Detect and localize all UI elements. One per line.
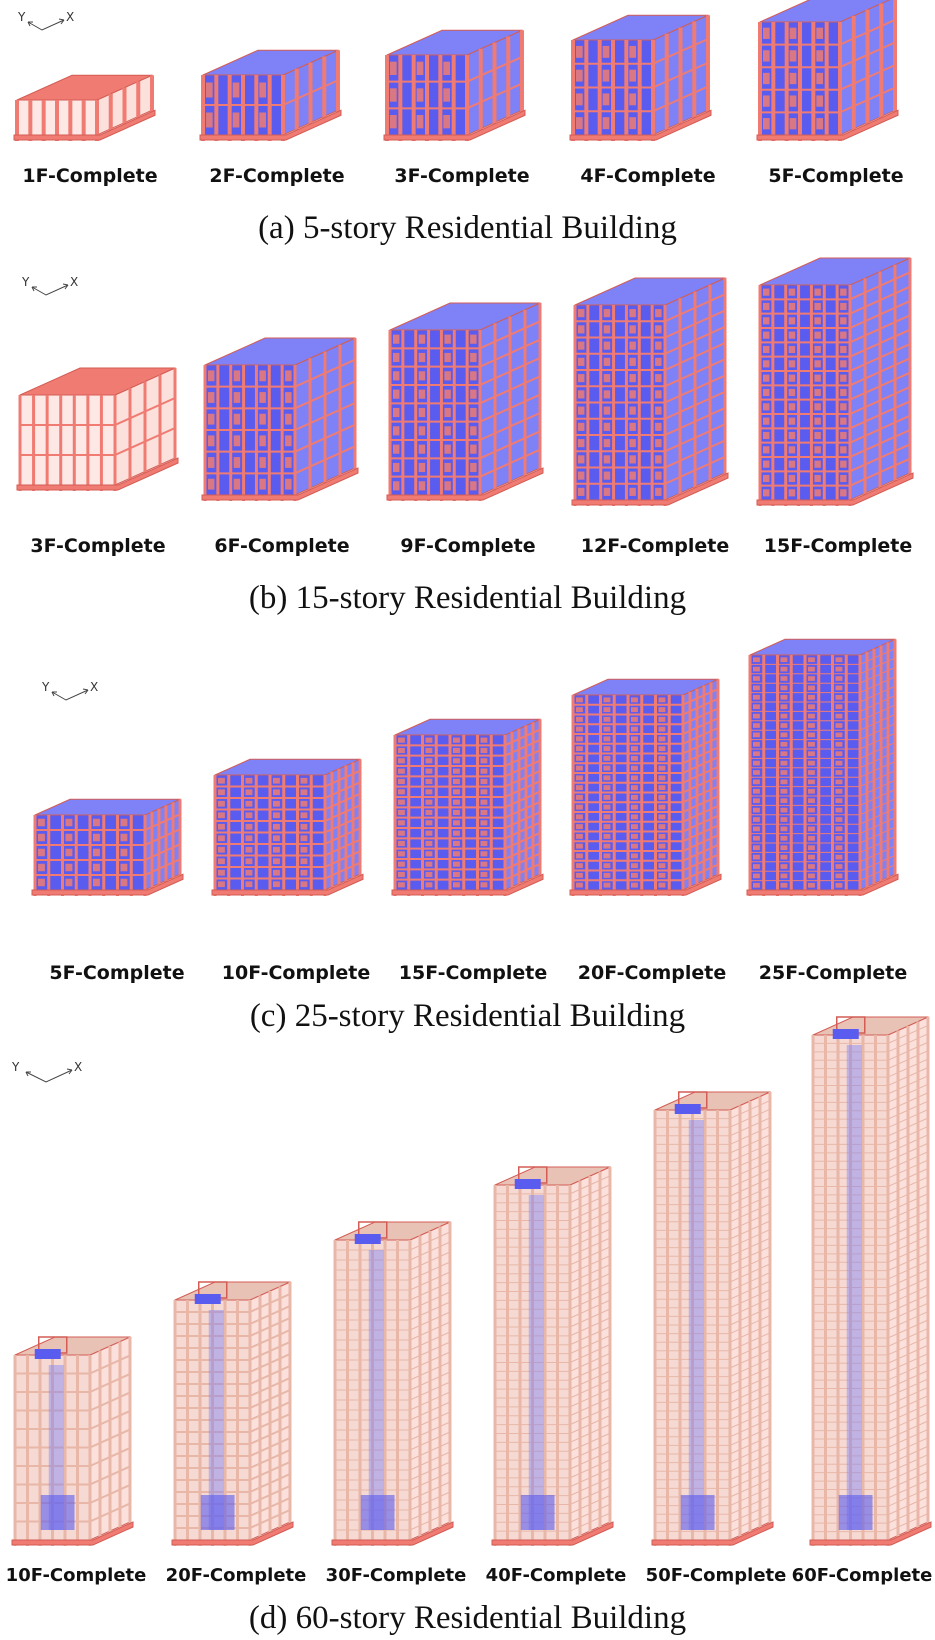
stage-label: 5F-Complete — [49, 962, 185, 984]
stage-label: 15F-Complete — [398, 962, 548, 984]
building-model — [386, 302, 544, 501]
stage-label: 10F-Complete — [221, 962, 371, 984]
panel-caption: (d) 60-story Residential Building — [248, 1600, 687, 1636]
panel-a: Y X 1F-Complete 2F-Complete 3F-Complete … — [0, 0, 935, 246]
building-model — [571, 277, 729, 506]
axis-y-label: Y — [22, 275, 30, 289]
stage-label: 30F-Complete — [325, 1565, 467, 1586]
building-model — [201, 337, 359, 501]
panel-caption: (a) 5-story Residential Building — [258, 210, 677, 246]
stage-label: 60F-Complete — [791, 1565, 933, 1586]
axis-x-label: X — [66, 10, 75, 24]
building-model — [756, 257, 914, 506]
panel-caption: (c) 25-story Residential Building — [249, 998, 686, 1034]
axis-arrows-icon — [27, 18, 65, 31]
panel-c: Y X 5F-Complete 10F-Complete 15F-Complet… — [0, 638, 935, 1035]
axis-x-label: X — [74, 1060, 83, 1074]
axis-y-label: Y — [42, 680, 50, 694]
stage-label: 3F-Complete — [394, 165, 530, 187]
building-model — [331, 1221, 454, 1546]
building-model — [383, 29, 526, 141]
stage-label: 50F-Complete — [645, 1565, 787, 1586]
stage-label: 4F-Complete — [580, 165, 716, 187]
building-model — [211, 758, 364, 896]
building-model — [569, 14, 712, 141]
building-model — [13, 74, 156, 141]
stage-label: 1F-Complete — [22, 165, 158, 187]
axis-arrows-icon — [25, 1068, 73, 1083]
building-model — [746, 638, 899, 896]
stage-label: 2F-Complete — [209, 165, 345, 187]
axis-x-label: X — [70, 275, 79, 289]
building-model — [171, 1281, 294, 1546]
stage-label: 6F-Complete — [214, 535, 350, 557]
panel-d: Y X 10F-Complete 20F-Complete 30F-Comple… — [0, 1016, 935, 1640]
stage-label: 20F-Complete — [577, 962, 727, 984]
building-model — [11, 1336, 134, 1546]
axis-y-label: Y — [12, 1060, 20, 1074]
building-model — [31, 798, 184, 896]
axis-arrows-icon — [31, 283, 69, 296]
stage-label: 9F-Complete — [400, 535, 536, 557]
axis-y-label: Y — [18, 10, 26, 24]
building-model — [756, 0, 899, 141]
building-model — [809, 1016, 932, 1546]
axis-arrows-icon — [51, 688, 89, 701]
axis-indicator: Y X — [12, 1060, 82, 1084]
axis-x-label: X — [90, 680, 99, 694]
building-model — [16, 367, 179, 491]
panel-caption: (b) 15-story Residential Building — [248, 580, 687, 616]
building-model — [491, 1166, 614, 1546]
axis-indicator: Y X — [42, 680, 102, 704]
axis-indicator: Y X — [22, 275, 82, 299]
stage-label: 10F-Complete — [5, 1565, 147, 1586]
building-model — [199, 49, 342, 141]
building-model — [651, 1091, 774, 1546]
stage-label: 40F-Complete — [485, 1565, 627, 1586]
stage-label: 25F-Complete — [758, 962, 908, 984]
stage-label: 20F-Complete — [165, 1565, 307, 1586]
stage-label: 5F-Complete — [768, 165, 904, 187]
building-model — [569, 678, 722, 896]
stage-label: 15F-Complete — [763, 535, 913, 557]
stage-label: 12F-Complete — [580, 535, 730, 557]
building-model — [391, 718, 544, 896]
panel-b: Y X 3F-Complete 6F-Complete 9F-Complete … — [0, 257, 935, 625]
axis-indicator: Y X — [18, 10, 78, 34]
stage-label: 3F-Complete — [30, 535, 166, 557]
